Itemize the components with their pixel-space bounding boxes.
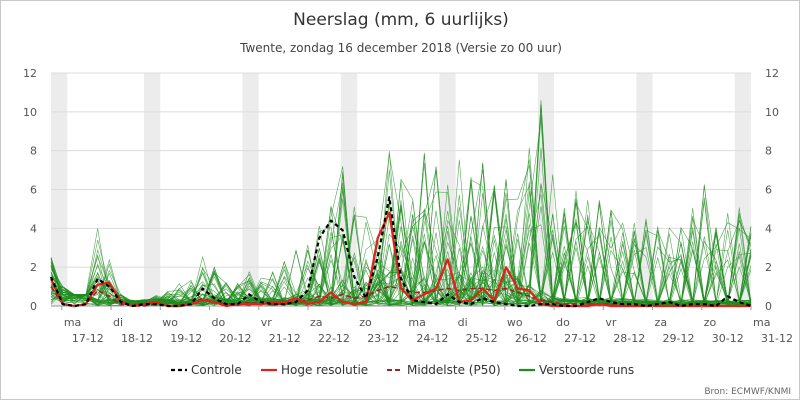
y-tick-label-left: 2: [30, 261, 37, 274]
x-tick-day: di: [458, 316, 468, 329]
y-tick-label-left: 4: [30, 222, 37, 235]
x-tick-date: 26-12: [515, 332, 547, 345]
chart-title: Neerslag (mm, 6 uurlijks): [293, 10, 509, 30]
x-tick-date: 19-12: [170, 332, 202, 345]
y-tick-label-right: 12: [765, 67, 779, 80]
legend-label-hoge-resolutie: Hoge resolutie: [281, 363, 368, 377]
legend-item-middelste: Middelste (P50): [387, 363, 501, 377]
legend-label-verstoorde-runs: Verstoorde runs: [539, 363, 634, 377]
x-tick-day: do: [556, 316, 570, 329]
chart-subtitle: Twente, zondag 16 december 2018 (Versie …: [239, 41, 562, 55]
x-tick-date: 23-12: [367, 332, 399, 345]
legend: Controle Hoge resolutie Middelste (P50) …: [171, 363, 634, 377]
x-tick-date: 30-12: [712, 332, 744, 345]
y-tick-label-left: 12: [23, 67, 37, 80]
x-tick-day: do: [212, 316, 226, 329]
x-tick-day: ma: [64, 316, 81, 329]
x-tick-date: 22-12: [318, 332, 350, 345]
y-tick-label-left: 10: [23, 106, 37, 119]
y-tick-label-right: 4: [765, 222, 772, 235]
y-tick-label-left: 6: [30, 184, 37, 197]
legend-item-verstoorde-runs: Verstoorde runs: [519, 363, 634, 377]
x-tick-day: za: [655, 316, 668, 329]
legend-item-hoge-resolutie: Hoge resolutie: [261, 363, 368, 377]
x-tick-date: 24-12: [416, 332, 448, 345]
x-tick-date: 20-12: [220, 332, 252, 345]
series-line-controle: [49, 196, 752, 308]
y-tick-label-right: 2: [765, 261, 772, 274]
x-tick-day: vr: [261, 316, 273, 329]
y-tick-label-left: 8: [30, 145, 37, 158]
main-series-lines: [49, 196, 752, 308]
ensemble-member-line: [50, 183, 752, 307]
ensemble-member-line: [50, 201, 752, 307]
legend-item-controle: Controle: [171, 363, 242, 377]
x-tick-day: wo: [162, 316, 178, 329]
x-tick-date: 31-12: [761, 332, 793, 345]
x-tick-date: 27-12: [564, 332, 596, 345]
y-tick-label-right: 6: [765, 184, 772, 197]
x-tick-day: za: [310, 316, 323, 329]
x-tick-date: 25-12: [466, 332, 498, 345]
x-tick-day: di: [113, 316, 123, 329]
y-tick-label-right: 0: [765, 300, 772, 313]
source-credit: Bron: ECMWF/KNMI: [704, 387, 791, 397]
x-tick-day: zo: [704, 316, 717, 329]
x-tick-date: 21-12: [269, 332, 301, 345]
legend-label-middelste: Middelste (P50): [407, 363, 501, 377]
x-tick-date: 29-12: [663, 332, 695, 345]
y-tick-label-left: 0: [30, 300, 37, 313]
legend-label-controle: Controle: [191, 363, 242, 377]
x-tick-day: vr: [605, 316, 617, 329]
y-tick-label-right: 8: [765, 145, 772, 158]
x-tick-day: wo: [507, 316, 523, 329]
x-tick-date: 18-12: [121, 332, 153, 345]
x-tick-day: ma: [408, 316, 425, 329]
x-tick-date: 17-12: [72, 332, 104, 345]
x-tick-day: zo: [359, 316, 372, 329]
x-tick-day: ma: [753, 316, 770, 329]
axes: 0 0 2 2 4 4 6 6 8 8 10 10 12 12 ma 17-12 di 18-12 wo 19-12 d…: [23, 67, 793, 345]
y-tick-label-right: 10: [765, 106, 779, 119]
x-tick-date: 28-12: [613, 332, 645, 345]
